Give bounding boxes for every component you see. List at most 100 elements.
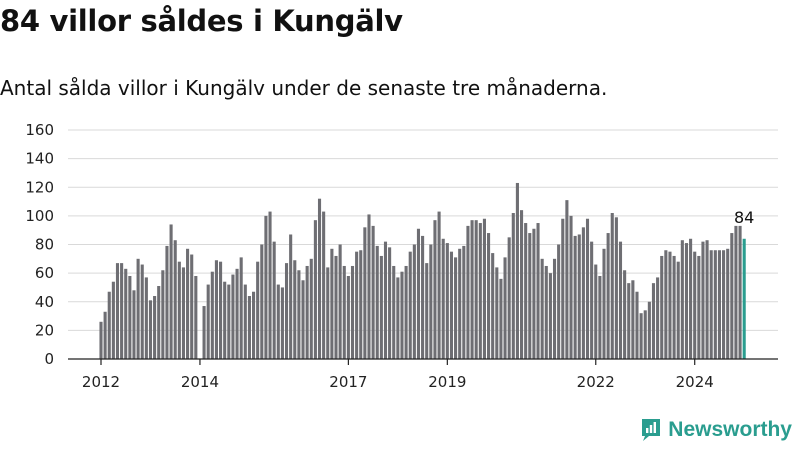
- bar: [445, 243, 449, 359]
- bar: [680, 240, 684, 359]
- bar: [697, 255, 701, 359]
- bar: [602, 248, 606, 359]
- bar: [231, 274, 235, 359]
- bar: [99, 321, 103, 359]
- bar: [722, 250, 726, 359]
- bar: [330, 248, 334, 359]
- bar: [511, 213, 515, 359]
- bar: [280, 287, 284, 359]
- bar: [569, 215, 573, 360]
- x-tick-label: 2024: [676, 373, 714, 391]
- bar: [252, 291, 256, 359]
- bar: [214, 260, 218, 359]
- bar: [606, 233, 610, 359]
- bar: [643, 310, 647, 359]
- bar: [326, 267, 330, 359]
- bar: [454, 257, 458, 359]
- bar: [515, 182, 519, 359]
- bar: [181, 267, 186, 359]
- bar: [177, 261, 181, 359]
- bar: [359, 250, 363, 359]
- x-tick-label: 2022: [577, 373, 615, 391]
- bar: [676, 261, 680, 359]
- bar: [437, 211, 441, 359]
- bar: [433, 220, 437, 359]
- bar: [668, 251, 672, 359]
- bar: [449, 251, 454, 359]
- bar: [478, 223, 482, 359]
- bar: [585, 218, 590, 359]
- bar: [140, 264, 144, 359]
- bar: [400, 271, 404, 359]
- bar: [598, 275, 602, 359]
- bar: [495, 267, 499, 359]
- y-tick-label: 0: [44, 350, 54, 368]
- bar: [544, 265, 548, 359]
- bar: [738, 225, 742, 359]
- bar: [466, 225, 470, 359]
- bar: [132, 290, 136, 359]
- bar: [689, 238, 693, 359]
- bar: [371, 225, 375, 359]
- bar: [157, 286, 161, 359]
- chart-title: 84 villor såldes i Kungälv: [0, 4, 403, 38]
- bar: [565, 200, 569, 359]
- bar: [557, 244, 561, 359]
- bar: [305, 265, 309, 359]
- bar: [528, 233, 532, 359]
- bar: [412, 244, 416, 359]
- bar: [388, 247, 392, 359]
- bar: [136, 258, 140, 359]
- bar: [684, 243, 689, 359]
- x-tick-label: 2019: [428, 373, 466, 391]
- bar: [355, 251, 359, 359]
- bar: [660, 255, 664, 359]
- bar: [128, 275, 132, 359]
- bar: [717, 250, 721, 359]
- bar: [210, 271, 214, 359]
- bar: [148, 300, 153, 359]
- bar: [202, 306, 206, 359]
- y-tick-label: 160: [25, 121, 54, 139]
- bar: [548, 273, 552, 360]
- bar: [317, 198, 322, 359]
- latest-value-label: 84: [734, 208, 754, 227]
- bar: [726, 248, 730, 359]
- bar: [227, 284, 231, 359]
- bar: [610, 213, 614, 359]
- bar: [470, 220, 474, 359]
- y-tick-label: 140: [25, 150, 54, 168]
- bar: [618, 241, 623, 359]
- bar: [536, 223, 540, 359]
- bar: [482, 218, 486, 359]
- bar: [524, 223, 528, 359]
- bar: [239, 257, 243, 359]
- x-axis-ticks: 2012 2014 2017 2019 2022 2024: [82, 359, 714, 391]
- bar: [375, 245, 379, 359]
- bar: [264, 215, 268, 360]
- bar: [404, 265, 408, 359]
- bar: [120, 263, 124, 359]
- x-tick-label: 2012: [82, 373, 120, 391]
- newsworthy-chat-icon: [642, 419, 661, 441]
- bar: [458, 248, 462, 359]
- bar: [284, 263, 289, 359]
- bar: [161, 270, 165, 359]
- y-axis-ticks: 0 20 40 60 80 100 120 140 160: [25, 121, 54, 368]
- bar: [169, 224, 173, 359]
- bar: [392, 265, 396, 359]
- bar: [363, 227, 367, 359]
- bar: [651, 283, 656, 359]
- bar: [631, 280, 635, 359]
- bar: [256, 261, 260, 359]
- bar: [503, 257, 507, 359]
- bar: [219, 261, 223, 359]
- bar: [635, 291, 639, 359]
- bar: [734, 225, 738, 359]
- bar: [289, 234, 293, 359]
- bar: [577, 234, 581, 359]
- bar: [396, 277, 400, 359]
- bar: [144, 277, 148, 359]
- x-tick-label: 2017: [329, 373, 367, 391]
